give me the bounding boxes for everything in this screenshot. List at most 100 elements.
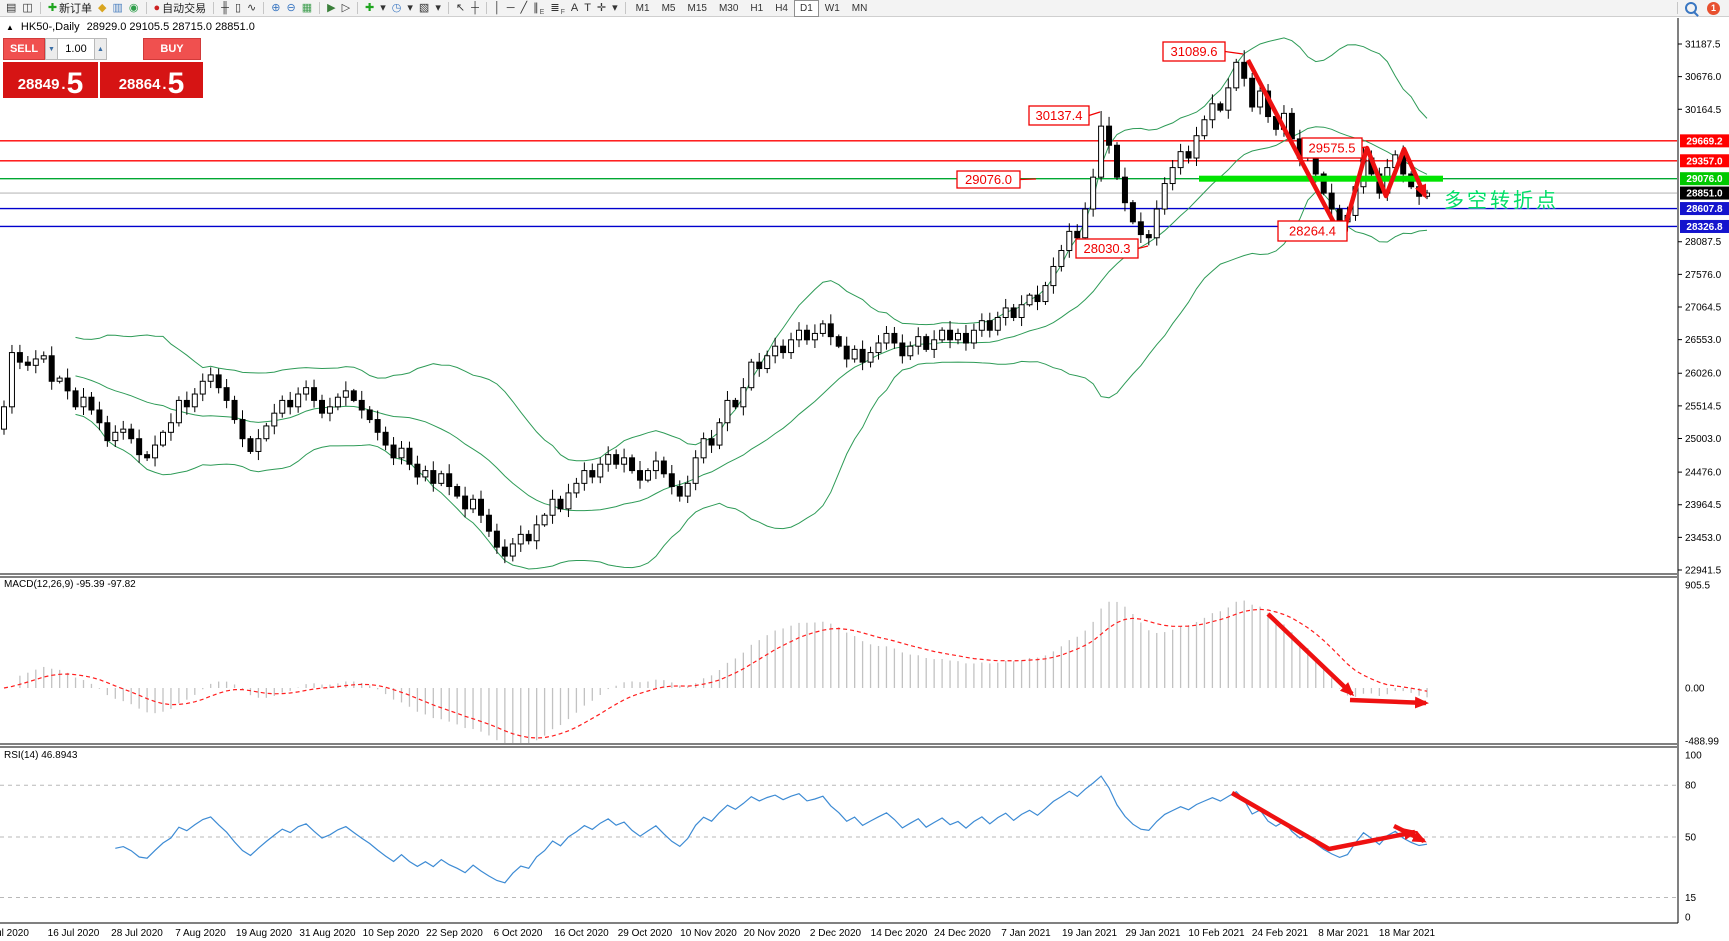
autoscroll-icon[interactable]: ▶ — [324, 1, 338, 16]
svg-text:27576.0: 27576.0 — [1685, 270, 1722, 281]
indicators-button[interactable]: ✚ — [362, 1, 377, 16]
buy-price-panel[interactable]: 28864. 5 — [100, 62, 203, 98]
trendline-icon-glyph: ╱ — [520, 1, 528, 14]
periods-button-glyph: ◷ — [391, 1, 402, 14]
text-icon-glyph: A — [570, 1, 579, 14]
periods-dropdown-icon[interactable]: ▾ — [404, 1, 416, 16]
timeframe-button-mn[interactable]: MN — [851, 2, 868, 14]
chart-window-icon[interactable]: ▤ — [3, 1, 19, 16]
svg-text:10 Nov 2020: 10 Nov 2020 — [680, 928, 737, 939]
arrows-icon-glyph: ✛ — [596, 1, 607, 14]
navigator-icon-glyph: ◉ — [128, 1, 139, 14]
templates-dropdown-icon[interactable]: ▾ — [432, 1, 444, 16]
arrows-icon[interactable]: ✛ — [594, 1, 609, 16]
svg-text:31187.5: 31187.5 — [1685, 40, 1721, 51]
tile-windows-icon[interactable]: ▦ — [299, 1, 315, 16]
svg-text:8 Mar 2021: 8 Mar 2021 — [1318, 928, 1369, 939]
price-chart-canvas[interactable]: 31187.5 30676.0 30164.5 28087.5 27576.0 27064… — [0, 17, 1729, 941]
main-toolbar: ▤ ◫ ✚ 新订单 ◆ ▥ ◉ ● 自动交易 ╫ ▯ ∿ ⊕ ⊖ ▦ ▶ ▷ ✚ ▾ ◷ ▾ ▧ ▾ ↖ ┼ │ ─ ╱ ∥ E ≣ F A T ✛… — [0, 0, 1729, 17]
timeframe-button-m1[interactable]: M1 — [635, 2, 650, 14]
candlestick-chart-icon[interactable]: ▯ — [232, 1, 244, 16]
objects-dropdown-icon[interactable]: ▾ — [609, 1, 621, 16]
svg-text:28030.3: 28030.3 — [1084, 241, 1131, 256]
fibonacci-icon[interactable]: ≣ F — [547, 1, 568, 16]
volume-decrease-button[interactable]: ▼ — [45, 38, 58, 60]
zoom-out-icon[interactable]: ⊖ — [283, 1, 298, 16]
metaeditor-icon[interactable]: ◆ — [95, 1, 109, 16]
rsi-indicator-label: RSI(14) 46.8943 — [4, 750, 78, 761]
svg-text:15: 15 — [1685, 893, 1697, 904]
chart-shift-icon-glyph: ▷ — [341, 1, 351, 14]
timeframe-button-d1[interactable]: D1 — [793, 0, 819, 17]
timeframe-button-m15[interactable]: M15 — [687, 2, 707, 14]
volume-increase-button[interactable]: ▲ — [94, 38, 107, 60]
templates-button[interactable]: ▧ — [416, 1, 432, 16]
navigator-icon[interactable]: ◉ — [126, 1, 142, 16]
trend-arrows[interactable] — [1230, 58, 1429, 852]
svg-text:30164.5: 30164.5 — [1685, 105, 1722, 116]
svg-text:22941.5: 22941.5 — [1685, 566, 1722, 577]
price-annotation[interactable]: 28264.4 — [1277, 220, 1348, 242]
macd-pane — [3, 600, 1428, 743]
indicators-dropdown-icon-glyph: ▾ — [380, 1, 386, 14]
thick-support-line[interactable] — [1199, 175, 1443, 182]
macd-indicator-label: MACD(12,26,9) -95.39 -97.82 — [4, 579, 136, 590]
new-order-button[interactable]: ✚ 新订单 — [45, 1, 95, 16]
price-annotation[interactable]: 28030.3 — [1075, 238, 1149, 259]
autotrading-button[interactable]: ● 自动交易 — [151, 1, 210, 16]
bar-chart-icon[interactable]: ╫ — [218, 1, 232, 16]
svg-text:30137.4: 30137.4 — [1036, 108, 1083, 123]
candlesticks — [1, 50, 1431, 564]
sell-button[interactable]: SELL — [3, 38, 45, 60]
svg-text:10 Feb 2021: 10 Feb 2021 — [1188, 928, 1245, 939]
chart-profile-icon[interactable]: ◫ — [19, 1, 35, 16]
svg-text:50: 50 — [1685, 833, 1697, 844]
text-icon[interactable]: A — [568, 1, 581, 16]
timeframe-button-h1[interactable]: H1 — [750, 2, 764, 14]
search-icon[interactable] — [1682, 1, 1700, 16]
timeframe-button-m30[interactable]: M30 — [718, 2, 739, 14]
svg-text:24476.0: 24476.0 — [1685, 468, 1722, 479]
svg-text:20 Nov 2020: 20 Nov 2020 — [744, 928, 801, 939]
chart-shift-icon[interactable]: ▷ — [339, 1, 353, 16]
cursor-icon[interactable]: ↖ — [453, 1, 468, 16]
buy-button[interactable]: BUY — [143, 38, 201, 60]
price-annotation[interactable]: 31089.6 — [1162, 41, 1244, 62]
svg-text:29357.0: 29357.0 — [1686, 156, 1723, 167]
trendline-icon[interactable]: ╱ — [518, 1, 531, 16]
indicators-dropdown-icon[interactable]: ▾ — [377, 1, 389, 16]
timeframe-button-h4[interactable]: H4 — [775, 2, 788, 14]
cursor-icon-glyph: ↖ — [455, 1, 466, 14]
sell-price-panel[interactable]: 28849. 5 — [3, 62, 98, 98]
price-annotation[interactable]: 29076.0 — [956, 170, 1037, 189]
periods-button[interactable]: ◷ — [389, 1, 405, 16]
svg-text:-488.99: -488.99 — [1685, 737, 1719, 748]
bull-bear-turning-point-note: 多空转折点 — [1444, 190, 1559, 212]
terminal-icon[interactable]: ▥ — [110, 1, 126, 16]
line-chart-icon[interactable]: ∿ — [244, 1, 259, 16]
price-annotations[interactable]: 31089.6 30137.4 29076.0 29575.5 28264.4 28030… — [956, 41, 1366, 259]
templates-dropdown-icon-glyph: ▾ — [435, 1, 441, 14]
svg-text:29669.2: 29669.2 — [1686, 136, 1723, 147]
svg-text:26553.0: 26553.0 — [1685, 335, 1722, 346]
crosshair-icon[interactable]: ┼ — [468, 1, 482, 16]
zoom-in-icon[interactable]: ⊕ — [268, 1, 283, 16]
bar-chart-icon-glyph: ╫ — [221, 1, 229, 14]
price-annotation[interactable]: 30137.4 — [1028, 105, 1101, 126]
volume-input[interactable] — [58, 38, 94, 60]
timeframe-button-m5[interactable]: M5 — [661, 2, 676, 14]
svg-text:31089.6: 31089.6 — [1171, 44, 1218, 59]
horizontal-level-lines — [0, 140, 1677, 228]
price-annotation[interactable]: 29575.5 — [1301, 137, 1366, 159]
metaeditor-icon-glyph: ◆ — [98, 1, 107, 14]
chart-profile-icon-glyph: ◫ — [22, 1, 33, 14]
objects-dropdown-icon-glyph: ▾ — [612, 1, 618, 14]
notifications-badge[interactable]: 1 — [1700, 1, 1729, 16]
channel-icon[interactable]: ∥ E — [530, 1, 547, 16]
label-icon[interactable]: T — [581, 1, 594, 16]
vertical-line-icon[interactable]: │ — [491, 1, 504, 16]
new-order-button-label: 新订单 — [59, 3, 93, 15]
svg-text:28851.0: 28851.0 — [1686, 189, 1723, 200]
timeframe-button-w1[interactable]: W1 — [824, 2, 840, 14]
horizontal-line-icon[interactable]: ─ — [504, 1, 518, 16]
